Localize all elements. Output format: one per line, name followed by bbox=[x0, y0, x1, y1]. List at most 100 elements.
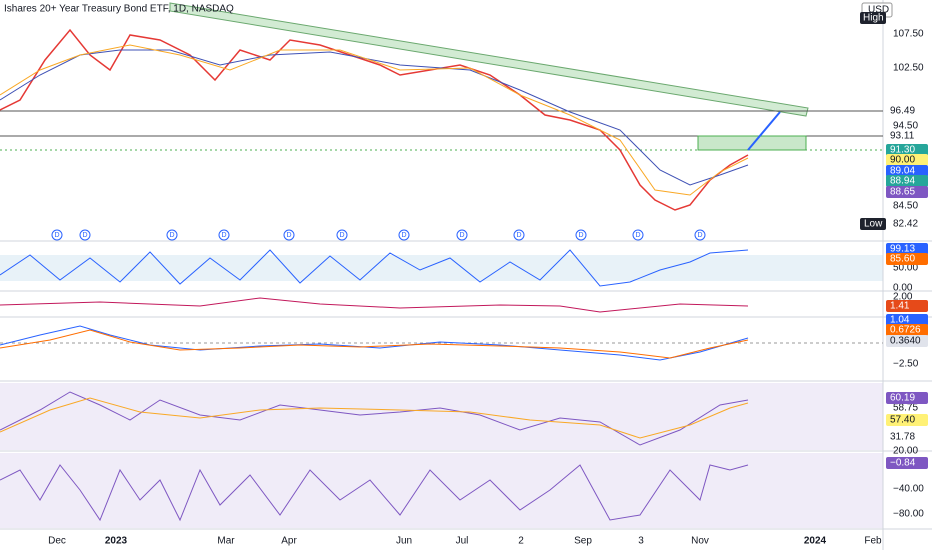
price-badge bbox=[886, 154, 928, 166]
dividend-marker bbox=[336, 229, 348, 241]
dividend-label: D bbox=[401, 232, 406, 239]
panel-tick: 58.75 bbox=[893, 403, 918, 414]
price-badge-label: 88.65 bbox=[890, 187, 915, 198]
dividend-label: D bbox=[635, 232, 640, 239]
rsi-ma bbox=[0, 397, 749, 439]
trend-channel bbox=[169, 2, 809, 117]
chart-title: Ishares 20+ Year Treasury Bond ETF, 1D, … bbox=[4, 4, 234, 15]
price-badge bbox=[886, 392, 928, 404]
dividend-label: D bbox=[459, 232, 464, 239]
price-badge-label: 90.00 bbox=[890, 155, 915, 166]
price-badge-label: 1.41 bbox=[890, 301, 910, 312]
stoch-band bbox=[0, 255, 883, 281]
time-label: Jun bbox=[396, 536, 412, 547]
dividend-marker bbox=[51, 229, 63, 241]
price-tick: 94.50 bbox=[893, 121, 918, 132]
dividend-marker bbox=[218, 229, 230, 241]
price-badge-label: 60.19 bbox=[890, 393, 915, 404]
time-label: 3 bbox=[638, 536, 644, 547]
projection bbox=[747, 111, 781, 151]
price-badge bbox=[886, 130, 928, 142]
price-badge-label: 99.13 bbox=[890, 244, 915, 255]
cci-line bbox=[0, 297, 749, 313]
dividend-label: D bbox=[286, 232, 291, 239]
price-badge bbox=[886, 175, 928, 187]
dividend-marker bbox=[398, 229, 410, 241]
price-badge-label: 93.11 bbox=[890, 131, 915, 142]
time-label: 2 bbox=[518, 536, 524, 547]
high-box bbox=[860, 12, 886, 24]
dividend-marker bbox=[456, 229, 468, 241]
panel-tick: 0.00 bbox=[893, 283, 913, 294]
moving-average bbox=[0, 44, 749, 196]
price-badge bbox=[886, 457, 928, 469]
time-label: Nov bbox=[691, 536, 709, 547]
price-tick: 107.50 bbox=[893, 29, 924, 40]
time-label: 2023 bbox=[105, 536, 128, 547]
moving-average bbox=[0, 49, 749, 186]
price-badge bbox=[886, 186, 928, 198]
time-label: Sep bbox=[574, 536, 592, 547]
price-badge bbox=[886, 243, 928, 255]
low-box bbox=[860, 218, 886, 230]
rsi-line bbox=[0, 391, 749, 446]
price-badge-label: 0.6726 bbox=[890, 325, 921, 336]
stoch-k bbox=[0, 249, 749, 287]
price-badge-label: 85.60 bbox=[890, 254, 915, 265]
price-badge-label: 57.40 bbox=[890, 415, 915, 426]
signal-line bbox=[0, 329, 749, 359]
dividend-marker bbox=[575, 229, 587, 241]
dividend-marker bbox=[513, 229, 525, 241]
price-badge-label: 31.78 bbox=[890, 432, 915, 443]
price-badge-label: 91.30 bbox=[890, 145, 915, 156]
dividend-label: D bbox=[697, 232, 702, 239]
price-badge bbox=[886, 324, 928, 336]
price-badge bbox=[886, 300, 928, 312]
price-badge bbox=[886, 335, 928, 347]
dividend-marker bbox=[79, 229, 91, 241]
price-badge bbox=[886, 105, 928, 117]
price-tick: 84.50 bbox=[893, 201, 918, 212]
time-label: 2024 bbox=[804, 536, 827, 547]
panel-tick: 2.00 bbox=[893, 292, 913, 303]
high-label: High bbox=[863, 13, 884, 24]
price-badge-label: 89.04 bbox=[890, 166, 915, 177]
low-label: Low bbox=[864, 219, 883, 230]
currency: USD bbox=[868, 5, 889, 16]
dividend-label: D bbox=[516, 232, 521, 239]
dividend-label: D bbox=[82, 232, 87, 239]
panel-tick: −40.00 bbox=[893, 484, 924, 495]
low-value: 82.42 bbox=[893, 219, 918, 230]
price-path bbox=[0, 28, 749, 211]
rsi-band bbox=[0, 383, 883, 450]
price-badge-label: 1.04 bbox=[890, 315, 910, 326]
price-badge bbox=[886, 144, 928, 156]
oscillator-line bbox=[0, 464, 749, 522]
macd-line bbox=[0, 325, 749, 361]
target-zone bbox=[697, 135, 807, 151]
price-badge-label: 88.94 bbox=[890, 176, 915, 187]
time-label: Feb bbox=[864, 536, 882, 547]
dividend-label: D bbox=[578, 232, 583, 239]
panel-tick: −80.00 bbox=[893, 509, 924, 520]
dividend-marker bbox=[632, 229, 644, 241]
price-tick: 102.50 bbox=[893, 63, 924, 74]
time-label: Dec bbox=[48, 536, 66, 547]
price-badge bbox=[886, 253, 928, 265]
price-badge-label: 96.49 bbox=[890, 106, 915, 117]
dividend-marker bbox=[694, 229, 706, 241]
osc-band bbox=[0, 453, 883, 528]
price-badge bbox=[886, 314, 928, 326]
time-label: Apr bbox=[281, 536, 297, 547]
dividend-label: D bbox=[54, 232, 59, 239]
dividend-label: D bbox=[221, 232, 226, 239]
dividend-label: D bbox=[339, 232, 344, 239]
dividend-marker bbox=[166, 229, 178, 241]
price-badge bbox=[886, 431, 928, 443]
price-badge-label: −0.84 bbox=[890, 458, 916, 469]
price-badge bbox=[886, 414, 928, 426]
time-label: Jul bbox=[456, 536, 469, 547]
price-badge bbox=[886, 165, 928, 177]
